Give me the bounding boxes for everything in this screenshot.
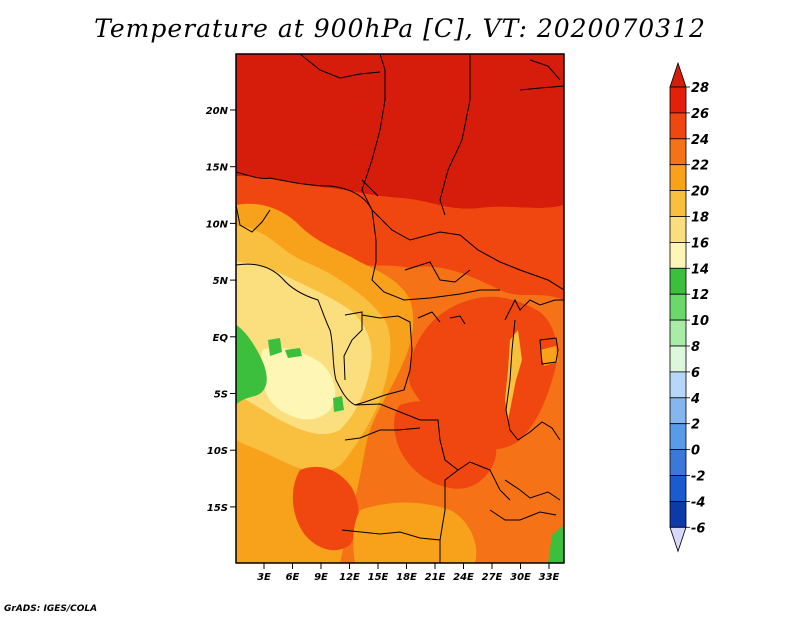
- colorbar-label: 28: [691, 81, 709, 96]
- lon-tick-label: 33E: [539, 572, 560, 583]
- map-title: Temperature at 900hPa [C], VT: 202007031…: [94, 14, 706, 43]
- colorbar-swatch: [669, 216, 687, 243]
- lat-tick-label: 20N: [206, 106, 229, 117]
- lon-tick-label: 9E: [314, 572, 328, 583]
- colorbar-swatch: [669, 371, 687, 399]
- temperature-field: [236, 54, 564, 563]
- lon-tick-label: 30E: [510, 572, 531, 583]
- longitude-ticks: 3E 6E 9E 12E 15E 18E 21E 24E 27E 30E 33E: [257, 563, 560, 583]
- colorbar-label: 0: [691, 444, 700, 459]
- colorbar-label: 8: [691, 340, 700, 355]
- colorbar-label: 22: [691, 159, 709, 174]
- lon-tick-label: 18E: [396, 572, 417, 583]
- lat-tick-label: 5S: [214, 390, 228, 401]
- lon-tick-label: 24E: [453, 572, 474, 583]
- colorbar-swatch: [669, 190, 687, 217]
- colorbar-swatch: [669, 397, 687, 425]
- colorbar-swatch: [669, 164, 687, 191]
- lon-tick-label: 27E: [482, 572, 503, 583]
- lat-tick-label: 15S: [207, 503, 228, 514]
- colorbar-label: 10: [691, 314, 709, 329]
- colorbar-label: 20: [691, 185, 709, 200]
- lon-tick-label: 21E: [425, 572, 446, 583]
- colorbar-label: -6: [691, 521, 705, 536]
- colorbar-swatch: [669, 475, 687, 502]
- colorbar-label: 6: [691, 366, 700, 381]
- colorbar-swatch: [669, 293, 687, 321]
- colorbar-swatch: [669, 319, 687, 347]
- colorbar-label: 2: [691, 418, 700, 433]
- lat-tick-label: 5N: [213, 276, 229, 287]
- lon-tick-label: 6E: [286, 572, 300, 583]
- colorbar-under-triangle: [669, 526, 687, 553]
- colorbar-swatch: [669, 267, 687, 295]
- colorbar-swatch: [669, 345, 687, 373]
- lon-tick-label: 3E: [257, 572, 271, 583]
- colorbar-over-triangle: [669, 61, 687, 88]
- colorbar-swatch: [669, 86, 687, 114]
- lat-tick-label: 15N: [206, 163, 229, 174]
- borders-layer: [236, 54, 564, 563]
- colorbar-swatch: [669, 138, 687, 166]
- lon-tick-label: 15E: [368, 572, 389, 583]
- lon-tick-label: 12E: [339, 572, 360, 583]
- colorbar-label: 16: [691, 236, 709, 251]
- footer-credit: GrADS: IGES/COLA: [4, 604, 98, 614]
- colorbar-swatch: [669, 449, 687, 476]
- colorbar-swatch: [669, 112, 687, 140]
- colorbar-swatch: [669, 423, 687, 451]
- colorbar-swatch: [669, 500, 687, 528]
- latitude-ticks: 20N 15N 10N 5N EQ 5S 10S 15S: [206, 106, 236, 514]
- lat-tick-label: 10S: [207, 446, 228, 457]
- colorbar-swatch: [669, 241, 687, 269]
- colorbar-label: -2: [691, 470, 705, 485]
- colorbar-label: -4: [691, 495, 705, 510]
- colorbar-label: 14: [691, 262, 709, 277]
- lat-tick-label: EQ: [213, 333, 229, 344]
- colorbar-label: 4: [690, 392, 700, 407]
- colorbar-label: 18: [691, 211, 709, 226]
- colorbar-label: 24: [691, 133, 709, 148]
- lat-tick-label: 10N: [206, 219, 229, 230]
- map-frame: [235, 53, 565, 564]
- colorbar-label: 12: [691, 288, 709, 303]
- colorbar-label: 26: [691, 107, 709, 122]
